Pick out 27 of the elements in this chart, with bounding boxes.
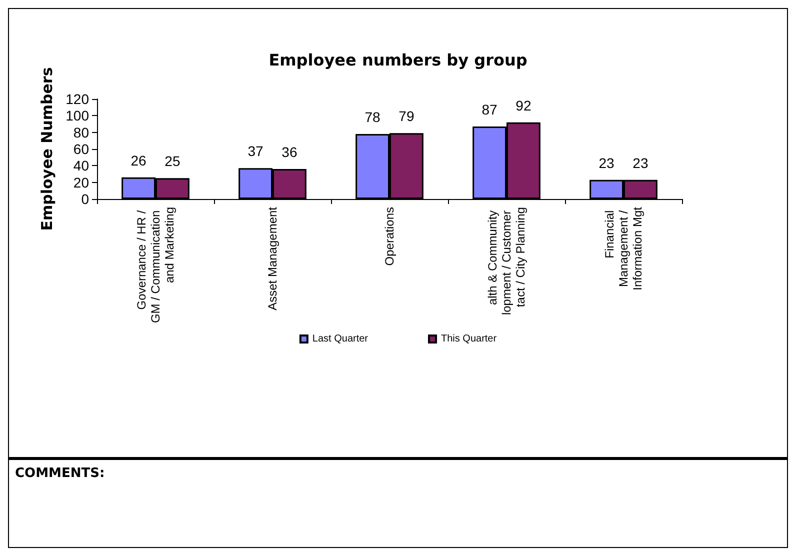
y-tick-label: 40	[73, 158, 90, 174]
text: COMMENTS:	[15, 466, 106, 481]
data-label: 92	[516, 97, 532, 114]
data-label: 23	[632, 154, 648, 171]
x-tick-label: Asset Management	[266, 206, 280, 310]
data-label: 78	[364, 109, 381, 125]
x-tick-label: Governance / HR / GM / Communication and Marketing	[134, 207, 176, 324]
x-tick-label: Financial Management / Information Mgt	[602, 206, 644, 290]
y-tick-label: 20	[73, 174, 90, 190]
data-label: 23	[598, 154, 615, 171]
data-label: 25	[164, 153, 180, 170]
chart-title: Employee numbers by group	[268, 50, 528, 70]
y-tick-label: 120	[66, 91, 90, 107]
data-label: 36	[282, 144, 298, 160]
x-tick-label: Operations	[382, 207, 396, 266]
data-label: 26	[130, 152, 147, 168]
data-label: 37	[248, 143, 264, 160]
legend-label: This Quarter	[441, 334, 498, 344]
data-label: 79	[398, 108, 414, 124]
y-tick-label: 0	[81, 191, 90, 207]
legend-label: Last Quarter	[312, 334, 369, 344]
y-tick-label: 80	[73, 124, 90, 140]
data-label: 87	[482, 102, 498, 118]
y-tick-label: 60	[73, 141, 90, 157]
y-tick-label: 100	[66, 108, 90, 124]
y-axis-title: Employee Numbers	[38, 67, 56, 231]
x-tick-label: alth & Community lopment / Customer tact / City Planning	[486, 207, 528, 316]
